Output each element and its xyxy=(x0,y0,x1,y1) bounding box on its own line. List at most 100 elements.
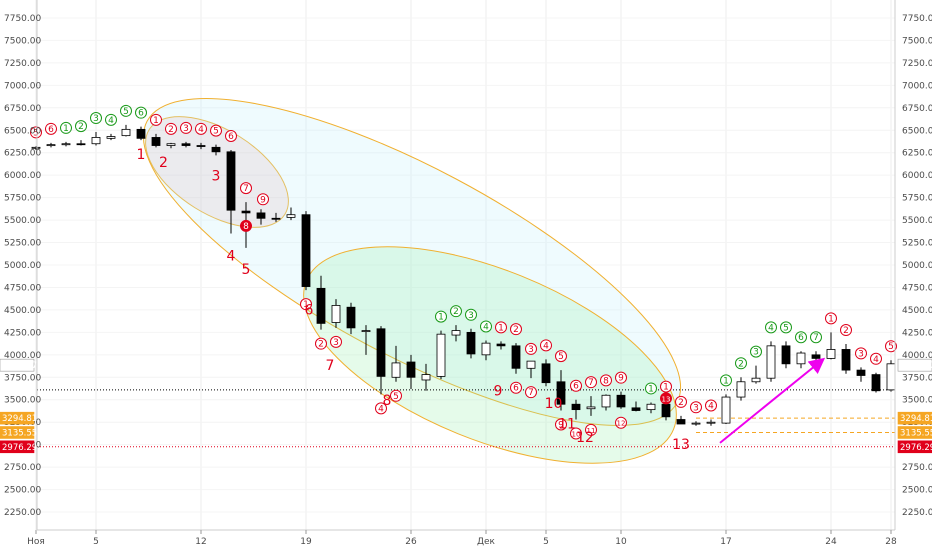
setup-count-label: 1 xyxy=(498,323,504,333)
candle-body xyxy=(511,345,521,369)
setup-count-marker xyxy=(525,386,537,399)
annotation-number: 3 xyxy=(212,169,221,185)
y-tick-label-left: 5500.00 xyxy=(4,216,41,226)
setup-count-marker xyxy=(615,371,627,384)
y-tick-label-left: 4750.00 xyxy=(4,283,41,293)
price-tag-label: 3135.55 xyxy=(900,428,932,438)
y-tick-label-left: 7000.00 xyxy=(4,81,41,91)
candle-body xyxy=(226,151,236,211)
setup-count-marker xyxy=(855,347,867,360)
y-tick-label-left: 5000.00 xyxy=(4,261,41,271)
setup-count-label: 4 xyxy=(483,322,489,332)
setup-count-marker xyxy=(870,352,882,365)
y-tick-label-left: 7250.00 xyxy=(4,59,41,69)
setup-count-marker xyxy=(180,121,192,134)
candle-body xyxy=(331,305,341,323)
setup-count-marker xyxy=(660,392,672,405)
annotation-number: 8 xyxy=(383,393,392,409)
setup-count-label: 6 xyxy=(138,109,144,119)
setup-count-marker xyxy=(30,126,42,139)
price-tag xyxy=(0,440,35,454)
candle-body xyxy=(136,128,146,139)
price-tag-label: 3135.55 xyxy=(2,428,37,438)
y-tick-label-left: 6750.00 xyxy=(4,104,41,114)
candle-body xyxy=(721,396,731,424)
candle-body xyxy=(241,210,251,214)
y-tick-label-right: 6500.00 xyxy=(902,126,932,136)
setup-count-label: 1 xyxy=(153,116,159,126)
y-tick-label-left: 3500.00 xyxy=(4,396,41,406)
candle-body xyxy=(421,374,431,381)
setup-count-label: 3 xyxy=(858,349,864,359)
setup-count-marker xyxy=(300,298,312,311)
candle-body xyxy=(391,362,401,378)
y-tick-label-left: 7750.00 xyxy=(4,14,41,24)
horizontal-lines xyxy=(37,389,895,448)
setup-count-marker xyxy=(480,320,492,333)
x-tick-label: 26 xyxy=(405,537,417,547)
setup-count-label: 7 xyxy=(528,388,534,398)
setup-count-marker xyxy=(465,308,477,321)
candle-body xyxy=(256,212,266,219)
y-tick-label-right: 2250.00 xyxy=(902,508,932,518)
setup-count-marker xyxy=(330,335,342,348)
candle-body xyxy=(481,342,491,356)
x-tick-label: 10 xyxy=(615,537,627,547)
y-tick-label-right: 3500.00 xyxy=(902,396,932,406)
y-tick-label-right: 5750.00 xyxy=(902,194,932,204)
candle-body xyxy=(211,146,221,153)
candle-body xyxy=(631,407,641,411)
price-tag xyxy=(0,411,35,425)
candle-body xyxy=(31,146,41,149)
candle-body xyxy=(571,403,581,411)
price-tag xyxy=(0,358,35,372)
setup-count-label: 3 xyxy=(693,403,699,413)
candle-body xyxy=(196,145,206,147)
annotation-number: 4 xyxy=(227,249,236,265)
setup-count-label: 3 xyxy=(528,345,534,355)
price-tag xyxy=(897,440,932,454)
candle-body xyxy=(766,345,776,379)
setup-count-marker xyxy=(720,374,732,387)
setup-count-marker xyxy=(135,106,147,119)
candle-body xyxy=(691,422,701,425)
trend-ellipses xyxy=(142,98,682,464)
setup-count-marker xyxy=(495,321,507,334)
annotation-number: 11 xyxy=(558,416,576,432)
price-tag-label: 3294.81 xyxy=(900,414,932,424)
setup-count-marker xyxy=(795,331,807,344)
setup-count-marker xyxy=(210,124,222,137)
candle-body xyxy=(271,217,281,220)
candle-body xyxy=(601,394,611,408)
setup-count-label: 2 xyxy=(453,307,459,317)
y-tick-label-left: 5750.00 xyxy=(4,194,41,204)
y-tick-label-left: 2500.00 xyxy=(4,486,41,496)
x-tick-label: 24 xyxy=(825,537,837,547)
setup-count-label: 7 xyxy=(588,378,594,388)
candle-body xyxy=(826,349,836,359)
setup-count-label: 6 xyxy=(48,125,54,135)
setup-count-marker xyxy=(705,399,717,412)
setup-count-marker xyxy=(540,339,552,352)
setup-count-label: 1 xyxy=(648,384,654,394)
setup-count-marker xyxy=(885,340,897,353)
y-tick-label-right: 6000.00 xyxy=(902,171,932,181)
candle-body xyxy=(856,369,866,376)
setup-count-label: 3 xyxy=(183,124,189,134)
setup-count-label: 1 xyxy=(438,313,444,323)
y-tick-label-left: 4000.00 xyxy=(4,351,41,361)
setup-count-marker xyxy=(375,402,387,415)
setup-count-marker xyxy=(570,379,582,392)
y-tick-label-right: 7000.00 xyxy=(902,81,932,91)
candle-body xyxy=(541,363,551,384)
candle-body xyxy=(346,306,356,329)
x-tick-label: Ноя xyxy=(27,537,45,547)
candle-body xyxy=(466,331,476,355)
setup-count-label: 8 xyxy=(603,376,609,386)
setup-count-label: 4 xyxy=(108,116,114,126)
y-tick-label-right: 5000.00 xyxy=(902,261,932,271)
price-tag-label: 3884.97 xyxy=(900,361,932,371)
setup-count-label: 7 xyxy=(813,333,819,343)
